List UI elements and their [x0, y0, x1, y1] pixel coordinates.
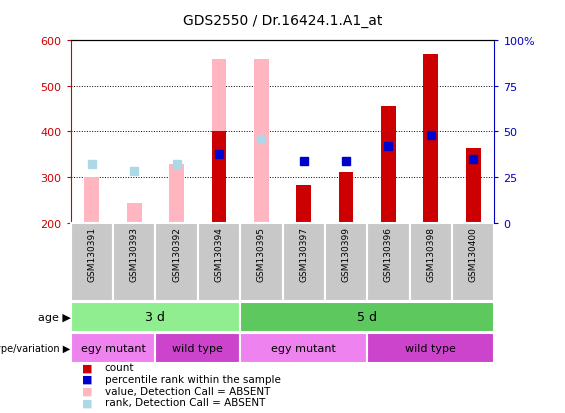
- Text: wild type: wild type: [405, 343, 457, 353]
- Text: GSM130394: GSM130394: [215, 227, 223, 282]
- Bar: [127, 204, 142, 223]
- Text: GSM130397: GSM130397: [299, 227, 308, 282]
- Text: ■: ■: [82, 397, 93, 407]
- FancyBboxPatch shape: [240, 302, 494, 332]
- Text: ■: ■: [82, 386, 93, 396]
- FancyBboxPatch shape: [71, 333, 155, 363]
- Bar: [84, 178, 99, 223]
- FancyBboxPatch shape: [240, 223, 282, 301]
- Text: rank, Detection Call = ABSENT: rank, Detection Call = ABSENT: [105, 397, 265, 407]
- FancyBboxPatch shape: [155, 223, 198, 301]
- Text: egy mutant: egy mutant: [81, 343, 145, 353]
- FancyBboxPatch shape: [367, 223, 410, 301]
- Text: percentile rank within the sample: percentile rank within the sample: [105, 374, 280, 384]
- Text: value, Detection Call = ABSENT: value, Detection Call = ABSENT: [105, 386, 270, 396]
- Text: wild type: wild type: [172, 343, 223, 353]
- Text: count: count: [105, 363, 134, 373]
- FancyBboxPatch shape: [282, 223, 325, 301]
- FancyBboxPatch shape: [71, 223, 113, 301]
- Text: 3 d: 3 d: [145, 311, 166, 323]
- Text: GSM130398: GSM130398: [427, 227, 435, 282]
- Bar: [338, 173, 354, 223]
- FancyBboxPatch shape: [113, 223, 155, 301]
- Text: egy mutant: egy mutant: [271, 343, 336, 353]
- Bar: [211, 132, 227, 223]
- Text: 5 d: 5 d: [357, 311, 377, 323]
- Text: GSM130392: GSM130392: [172, 227, 181, 282]
- Text: GSM130395: GSM130395: [257, 227, 266, 282]
- FancyBboxPatch shape: [240, 333, 367, 363]
- Text: GSM130391: GSM130391: [88, 227, 96, 282]
- Text: GSM130393: GSM130393: [130, 227, 138, 282]
- FancyBboxPatch shape: [71, 302, 240, 332]
- Text: GSM130396: GSM130396: [384, 227, 393, 282]
- FancyBboxPatch shape: [367, 333, 494, 363]
- Text: ■: ■: [82, 374, 93, 384]
- Text: age ▶: age ▶: [38, 312, 71, 322]
- Bar: [423, 55, 438, 223]
- Text: ■: ■: [82, 363, 93, 373]
- FancyBboxPatch shape: [198, 223, 240, 301]
- Bar: [466, 149, 481, 223]
- FancyBboxPatch shape: [452, 223, 494, 301]
- FancyBboxPatch shape: [410, 223, 452, 301]
- Text: GSM130400: GSM130400: [469, 227, 477, 282]
- Bar: [169, 165, 184, 223]
- FancyBboxPatch shape: [325, 223, 367, 301]
- Bar: [254, 59, 269, 223]
- Text: GDS2550 / Dr.16424.1.A1_at: GDS2550 / Dr.16424.1.A1_at: [183, 14, 382, 28]
- Text: genotype/variation ▶: genotype/variation ▶: [0, 343, 71, 353]
- Bar: [296, 185, 311, 223]
- FancyBboxPatch shape: [155, 333, 240, 363]
- Text: GSM130399: GSM130399: [342, 227, 350, 282]
- Bar: [381, 107, 396, 223]
- Bar: [211, 59, 227, 223]
